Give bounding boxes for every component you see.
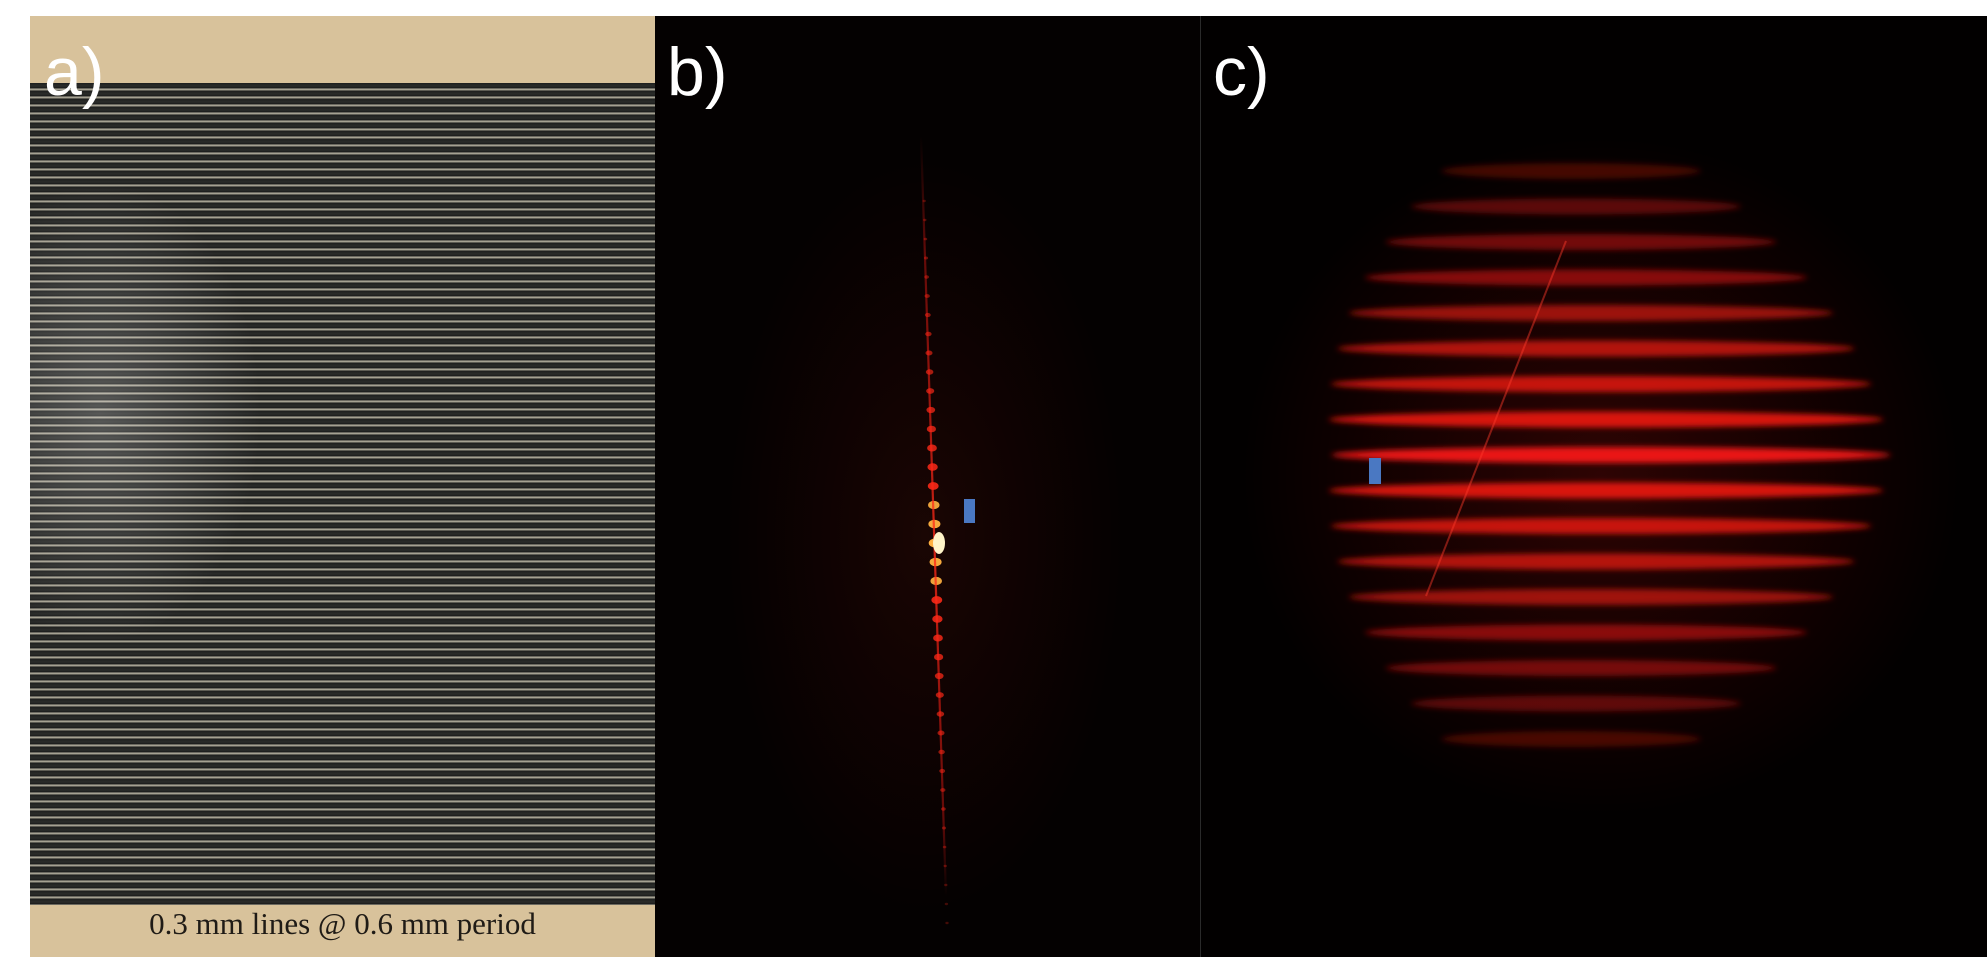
fringe-band: [1330, 376, 1872, 392]
fringe-band: [1385, 234, 1777, 250]
grating-caption: 0.3 mm lines @ 0.6 mm period: [149, 906, 536, 941]
panel-c-label: c): [1213, 34, 1270, 110]
fringe-band: [1385, 660, 1777, 676]
diffraction-streak: [919, 135, 948, 897]
panel-a-grating-photo: 0.3 mm lines @ 0.6 mm period a): [30, 16, 655, 957]
panel-a-label: a): [44, 34, 105, 110]
fringe-band: [1330, 518, 1872, 534]
fringe-band: [1328, 482, 1884, 499]
fringe-band: [1364, 624, 1808, 641]
fringe-band: [1328, 411, 1884, 428]
fringe-bands: [1328, 163, 1891, 747]
panel-b-diffraction-pattern: b): [655, 16, 1200, 957]
diffraction-svg: [725, 135, 1125, 925]
blue-marker-b: [964, 499, 975, 523]
fringe-band: [1410, 695, 1742, 712]
fringe-band: [1337, 553, 1855, 570]
fringe-band: [1348, 589, 1834, 605]
fringe-halo: [1241, 136, 1961, 816]
fringe-svg: [1241, 136, 1961, 816]
fringe-band: [1337, 340, 1855, 357]
diffraction-order-spot: [945, 921, 949, 925]
diagonal-artifact-line: [1425, 240, 1567, 597]
blue-marker-c: [1369, 458, 1381, 484]
zero-order-spot: [933, 532, 945, 554]
diffraction-halo: [725, 156, 1125, 916]
panel-b-label: b): [667, 34, 728, 110]
fringe-band: [1441, 163, 1701, 179]
line-grating-image: [30, 83, 655, 905]
fringe-band: [1364, 269, 1808, 286]
fringe-band: [1410, 198, 1742, 215]
fringe-band: [1331, 447, 1891, 463]
panel-c-fringe-pattern: c): [1200, 16, 1987, 957]
fringe-band: [1441, 731, 1701, 747]
diffraction-order-spot: [944, 902, 949, 906]
fringe-band: [1348, 305, 1834, 321]
